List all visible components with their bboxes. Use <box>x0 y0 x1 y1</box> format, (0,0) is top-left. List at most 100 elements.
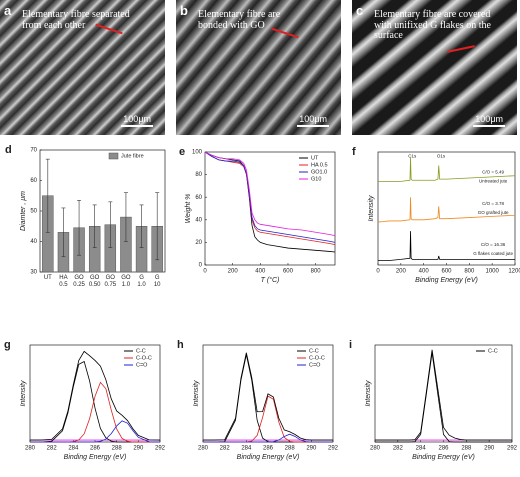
annotation: O1s <box>437 154 446 159</box>
x-tick-label: 288 <box>461 446 472 452</box>
envelope <box>30 350 161 441</box>
legend-label: UT <box>311 155 319 161</box>
panel-label: b <box>180 3 188 18</box>
x-tick-label: 280 <box>25 446 36 452</box>
y-tick-label: 60 <box>30 178 37 184</box>
y-tick-label: 100 <box>192 150 203 156</box>
annotation: C/O = 3.78 <box>482 201 504 206</box>
x-tick-label: 280 <box>198 446 209 452</box>
series-line <box>204 151 336 243</box>
annotation: C/O = 16.36 <box>481 242 506 247</box>
legend-label: GO1.0 <box>311 169 327 175</box>
x-tick-label: 200 <box>228 269 239 275</box>
legend-label: G10 <box>311 176 321 182</box>
x-tick-label: G 10 <box>153 275 161 288</box>
x-tick-label: 284 <box>416 446 427 452</box>
y-tick-label: 70 <box>30 148 37 154</box>
series-line <box>30 360 160 443</box>
x-tick-label: 600 <box>283 269 294 275</box>
series-line <box>378 231 515 261</box>
series-line <box>377 197 516 223</box>
x-tick-label: 288 <box>285 446 296 452</box>
panel-label: a <box>4 3 12 18</box>
x-tick-label: 286 <box>438 446 449 452</box>
caption: Elementary fibre are covered with unifix… <box>374 9 491 41</box>
annotation: C/O = 5.49 <box>482 170 504 175</box>
panel-label: f <box>352 146 356 158</box>
y-axis-label: Diamter , μm <box>20 191 27 231</box>
y-axis-label: Intensity <box>368 195 375 222</box>
panel-label: g <box>4 339 11 351</box>
x-tick-label: 0 <box>203 269 207 275</box>
y-tick-label: 40 <box>30 239 37 245</box>
legend-label: C-C <box>309 348 319 354</box>
x-tick-label: 292 <box>155 446 166 452</box>
legend-label: C=O <box>309 362 321 368</box>
envelope <box>375 349 512 441</box>
series-line <box>203 433 333 443</box>
caption: Elementary fibre are bonded with GO <box>198 9 281 31</box>
sem-image: a Elementary fibre separated from each o… <box>0 0 165 135</box>
x-tick-label: 800 <box>464 269 475 275</box>
legend-label: C-O-C <box>136 355 152 361</box>
series-line <box>375 352 512 443</box>
sem-image: c Elementary fibre are covered with unif… <box>352 0 517 135</box>
scale-bar: 100μm <box>121 114 153 127</box>
y-tick-label: 50 <box>30 209 37 215</box>
x-tick-label: 282 <box>47 446 58 452</box>
series-line <box>30 381 160 443</box>
series-line <box>203 395 333 443</box>
x-tick-label: 600 <box>441 269 452 275</box>
y-axis-label: Weight % <box>185 194 192 224</box>
y-tick-label: 60 <box>195 195 202 201</box>
y-tick-label: 0 <box>199 263 203 269</box>
legend-label: C-C <box>488 348 498 354</box>
x-tick-label: 0 <box>376 269 380 275</box>
panel-label: h <box>177 339 184 351</box>
x-tick-label: 292 <box>328 446 339 452</box>
x-tick-label: G 1.0 <box>137 275 146 288</box>
x-tick-label: 282 <box>393 446 404 452</box>
x-tick-label: 290 <box>484 446 495 452</box>
sem-image: b Elementary fibre are bonded with GO 10… <box>176 0 341 135</box>
x-axis-label: Binding Energy (eV) <box>237 454 300 461</box>
annotation: G flakes coated jute <box>473 251 513 256</box>
x-tick-label: 800 <box>311 269 322 275</box>
y-tick-label: 80 <box>195 172 202 178</box>
y-axis-label: Intensity <box>20 380 27 407</box>
legend-label: C=O <box>136 362 148 368</box>
panel-label: c <box>356 3 364 18</box>
x-tick-label: 1200 <box>508 269 520 275</box>
x-tick-label: GO 0.50 <box>88 275 101 288</box>
legend-label: HA 0.5 <box>311 162 328 168</box>
legend-swatch <box>108 152 119 160</box>
y-tick-label: 30 <box>30 270 37 276</box>
x-axis-label: T (°C) <box>261 276 280 284</box>
y-tick-label: 40 <box>195 217 202 223</box>
x-tick-label: 290 <box>306 446 317 452</box>
x-tick-label: 288 <box>112 446 123 452</box>
annotation: Untreated jute <box>479 179 508 184</box>
x-tick-label: 400 <box>255 269 266 275</box>
x-tick-label: 284 <box>241 446 252 452</box>
panel-label: e <box>179 146 185 158</box>
x-tick-label: 280 <box>370 446 381 452</box>
annotation: GO grafted jute <box>478 210 509 215</box>
x-tick-label: 400 <box>419 269 430 275</box>
scale-bar: 100μm <box>297 114 329 127</box>
x-tick-label: GO 0.25 <box>73 275 85 288</box>
x-tick-label: 292 <box>507 446 518 452</box>
series-line <box>204 151 336 237</box>
legend-label: Jute fibre <box>121 153 144 159</box>
y-tick-label: 20 <box>195 240 202 246</box>
panel-label: d <box>5 144 12 156</box>
x-tick-label: 1000 <box>485 269 499 275</box>
x-tick-label: 286 <box>263 446 274 452</box>
envelope <box>203 352 333 441</box>
x-tick-label: 284 <box>68 446 79 452</box>
scale-bar: 100μm <box>473 114 505 127</box>
series-line <box>30 420 161 443</box>
legend-label: C-O-C <box>309 355 325 361</box>
